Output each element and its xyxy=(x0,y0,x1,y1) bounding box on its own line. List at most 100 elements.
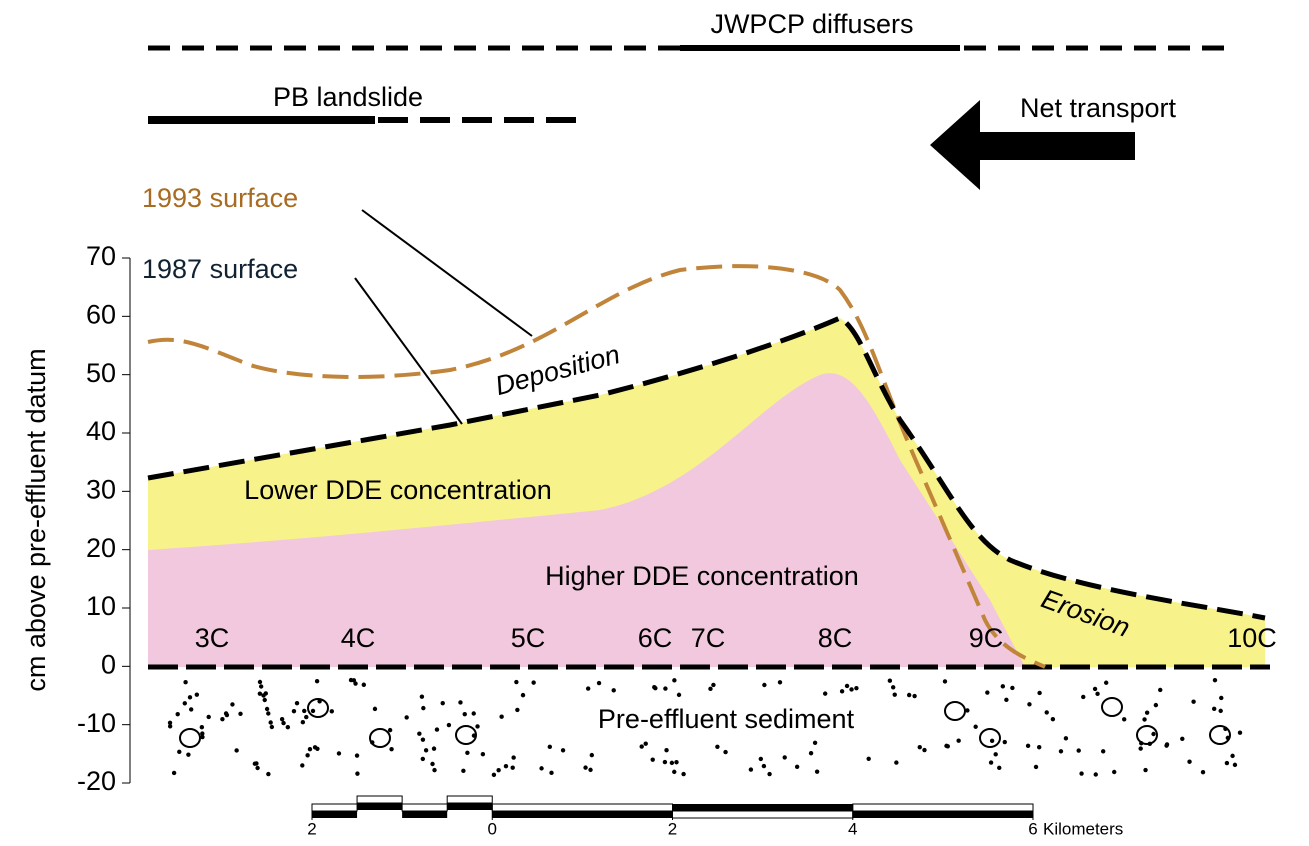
scale-segment xyxy=(402,811,448,818)
sediment-dot xyxy=(912,693,917,699)
sediment-dot xyxy=(480,752,486,757)
sediment-dot xyxy=(167,724,173,729)
sediment-dot xyxy=(421,705,426,711)
sediment-dot xyxy=(310,708,316,714)
sediment-dot xyxy=(1010,685,1015,691)
sediment-dot xyxy=(844,683,850,689)
sediment-dot xyxy=(1076,748,1081,753)
sediment-dot xyxy=(1230,753,1235,759)
sediment-dot xyxy=(420,737,426,742)
sediment-dot xyxy=(854,686,859,691)
transport-arrow xyxy=(930,100,1135,190)
sediment-dot xyxy=(547,744,553,750)
label: Lower DDE concentration xyxy=(244,475,552,505)
sediment-dot xyxy=(662,759,668,765)
sediment-dot xyxy=(238,711,243,716)
pebble xyxy=(1136,725,1158,745)
sediment-dot xyxy=(258,684,264,689)
y-tick-label: 30 xyxy=(86,474,116,504)
sediment-dot xyxy=(234,748,239,753)
sediment-dot xyxy=(985,690,990,695)
scale-segment xyxy=(491,803,673,812)
sediment-dot xyxy=(1095,691,1100,697)
sediment-dot xyxy=(1218,708,1223,714)
sediment-dot xyxy=(917,744,922,750)
sediment-dot xyxy=(305,753,310,758)
sediment-dot xyxy=(1164,743,1169,748)
sediment-dot xyxy=(1122,717,1127,722)
sediment-dot xyxy=(988,760,994,765)
sediment-dot xyxy=(892,692,897,697)
sediment-dot xyxy=(302,708,307,714)
sediment-dot xyxy=(866,756,871,762)
y-tick-label: 10 xyxy=(86,591,116,621)
sediment-dot xyxy=(420,756,426,762)
scale-segment xyxy=(401,803,448,812)
sediment-dot xyxy=(973,724,978,729)
sediment-dot xyxy=(1037,690,1042,696)
sediment-dot xyxy=(1044,710,1049,715)
sediment-dot xyxy=(643,741,648,746)
y-tick-label: 60 xyxy=(86,299,116,329)
sediment-dot xyxy=(434,727,440,732)
station-label: 3C xyxy=(195,623,230,653)
sediment-dot xyxy=(496,767,501,773)
scale-tick-label: 2 xyxy=(307,819,316,838)
sediment-dot xyxy=(808,751,814,756)
sediment-dot xyxy=(1153,702,1159,708)
sediment-dot xyxy=(167,720,173,726)
sediment-dot xyxy=(458,700,463,705)
sediment-dot xyxy=(669,760,675,766)
sediment-dot xyxy=(304,714,309,720)
sediment-dot xyxy=(223,711,229,716)
sediment-dot xyxy=(1027,702,1032,707)
pebble xyxy=(1209,725,1231,745)
scale-tick-label: 6 xyxy=(1028,819,1037,838)
pebble xyxy=(944,701,966,721)
y-axis-title: cm above pre-effluent datum xyxy=(21,348,51,691)
sediment-dot xyxy=(1151,731,1156,737)
label: 1993 surface xyxy=(142,183,298,213)
sediment-dot xyxy=(1000,684,1006,689)
sediment-dot xyxy=(708,686,713,692)
pebble xyxy=(369,728,391,748)
sediment-dot xyxy=(894,760,899,765)
sediment-dot xyxy=(585,686,591,691)
sediment-dot xyxy=(417,731,422,736)
sediment-dot xyxy=(549,770,554,776)
sediment-dot xyxy=(300,763,305,768)
label: JWPCP diffusers xyxy=(710,9,913,39)
sediment-dot xyxy=(922,747,927,753)
sediment-dot xyxy=(1191,699,1196,704)
station-label: 6C xyxy=(638,623,673,653)
sediment-dot xyxy=(1103,680,1109,685)
station-label: 9C xyxy=(969,623,1004,653)
sediment-dot xyxy=(314,679,320,684)
sediment-dot xyxy=(432,767,437,773)
sediment-dot xyxy=(269,724,275,730)
sediment-dot xyxy=(664,747,669,753)
y-tick-label: 50 xyxy=(86,358,116,388)
sediment-dot xyxy=(511,755,516,760)
sediment-dot xyxy=(1158,687,1163,693)
sediment-dot xyxy=(353,681,358,686)
label: Deposition xyxy=(492,339,623,401)
pebble xyxy=(1101,697,1123,717)
sediment-dot xyxy=(1081,694,1086,700)
sediment-dot xyxy=(583,765,588,770)
sediment-dot xyxy=(762,682,767,688)
sediment-dot xyxy=(491,772,497,778)
scale-tick-label: 0 xyxy=(488,819,497,838)
sediment-dot xyxy=(255,765,260,771)
station-label: 8C xyxy=(818,623,853,653)
sediment-dot xyxy=(354,753,360,758)
sediment-dot xyxy=(266,711,271,716)
leader-line xyxy=(361,209,533,337)
sediment-dot xyxy=(175,711,180,717)
sediment-dot xyxy=(471,711,476,716)
sediment-dot xyxy=(440,700,445,706)
sediment-dot xyxy=(1180,736,1185,742)
sediment-dot xyxy=(206,714,211,720)
sediment-dot xyxy=(767,771,772,777)
sediment-dot xyxy=(499,714,504,719)
